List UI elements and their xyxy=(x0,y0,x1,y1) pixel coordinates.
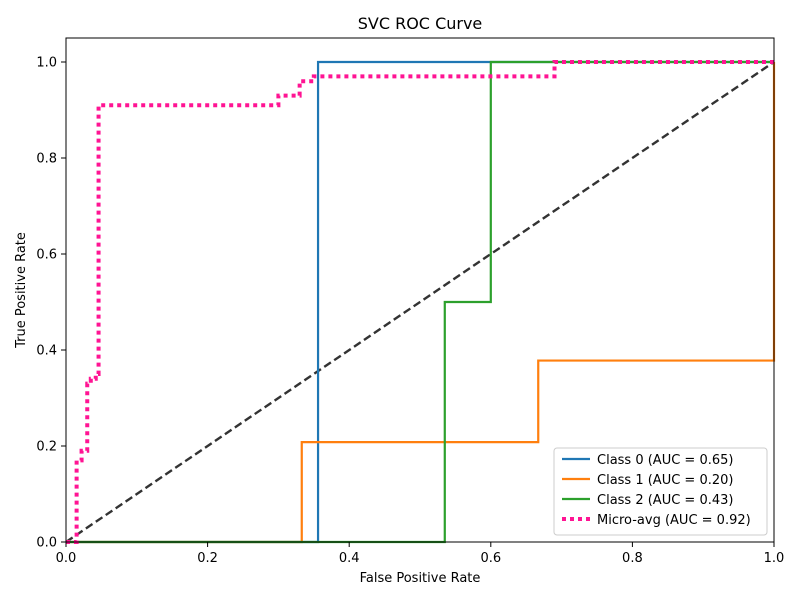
y-tick-label: 0.2 xyxy=(36,440,57,455)
y-tick-label: 0.0 xyxy=(36,536,57,551)
y-tick-label: 0.4 xyxy=(36,344,57,359)
legend-label: Class 1 (AUC = 0.20) xyxy=(597,473,733,488)
y-tick-label: 0.8 xyxy=(36,152,57,167)
x-tick-label: 0.6 xyxy=(480,551,501,566)
x-tick-label: 0.2 xyxy=(197,551,218,566)
y-tick-label: 0.6 xyxy=(36,248,57,263)
legend-label: Class 2 (AUC = 0.43) xyxy=(597,493,733,508)
legend: Class 0 (AUC = 0.65) Class 1 (AUC = 0.20)… xyxy=(553,447,768,536)
y-axis: 0.0 0.2 0.4 0.6 0.8 1.0 xyxy=(36,56,66,551)
series-line-3 xyxy=(66,60,774,544)
chart-title: SVC ROC Curve xyxy=(358,14,483,33)
y-tick-label: 1.0 xyxy=(36,56,57,71)
x-axis-label: False Positive Rate xyxy=(360,571,481,586)
legend-label: Micro-avg (AUC = 0.92) xyxy=(597,513,751,528)
legend-label: Class 0 (AUC = 0.65) xyxy=(597,453,733,468)
x-axis: 0.0 0.2 0.4 0.6 0.8 1.0 xyxy=(56,542,785,566)
x-tick-label: 0.8 xyxy=(622,551,643,566)
y-axis-label: True Positive Rate xyxy=(14,232,29,349)
plot-frame xyxy=(65,37,775,543)
x-tick-label: 0.0 xyxy=(56,551,77,566)
x-tick-label: 0.4 xyxy=(339,551,360,566)
chance-diagonal-line xyxy=(65,61,775,543)
x-tick-label: 1.0 xyxy=(764,551,785,566)
legend-box xyxy=(553,447,768,536)
